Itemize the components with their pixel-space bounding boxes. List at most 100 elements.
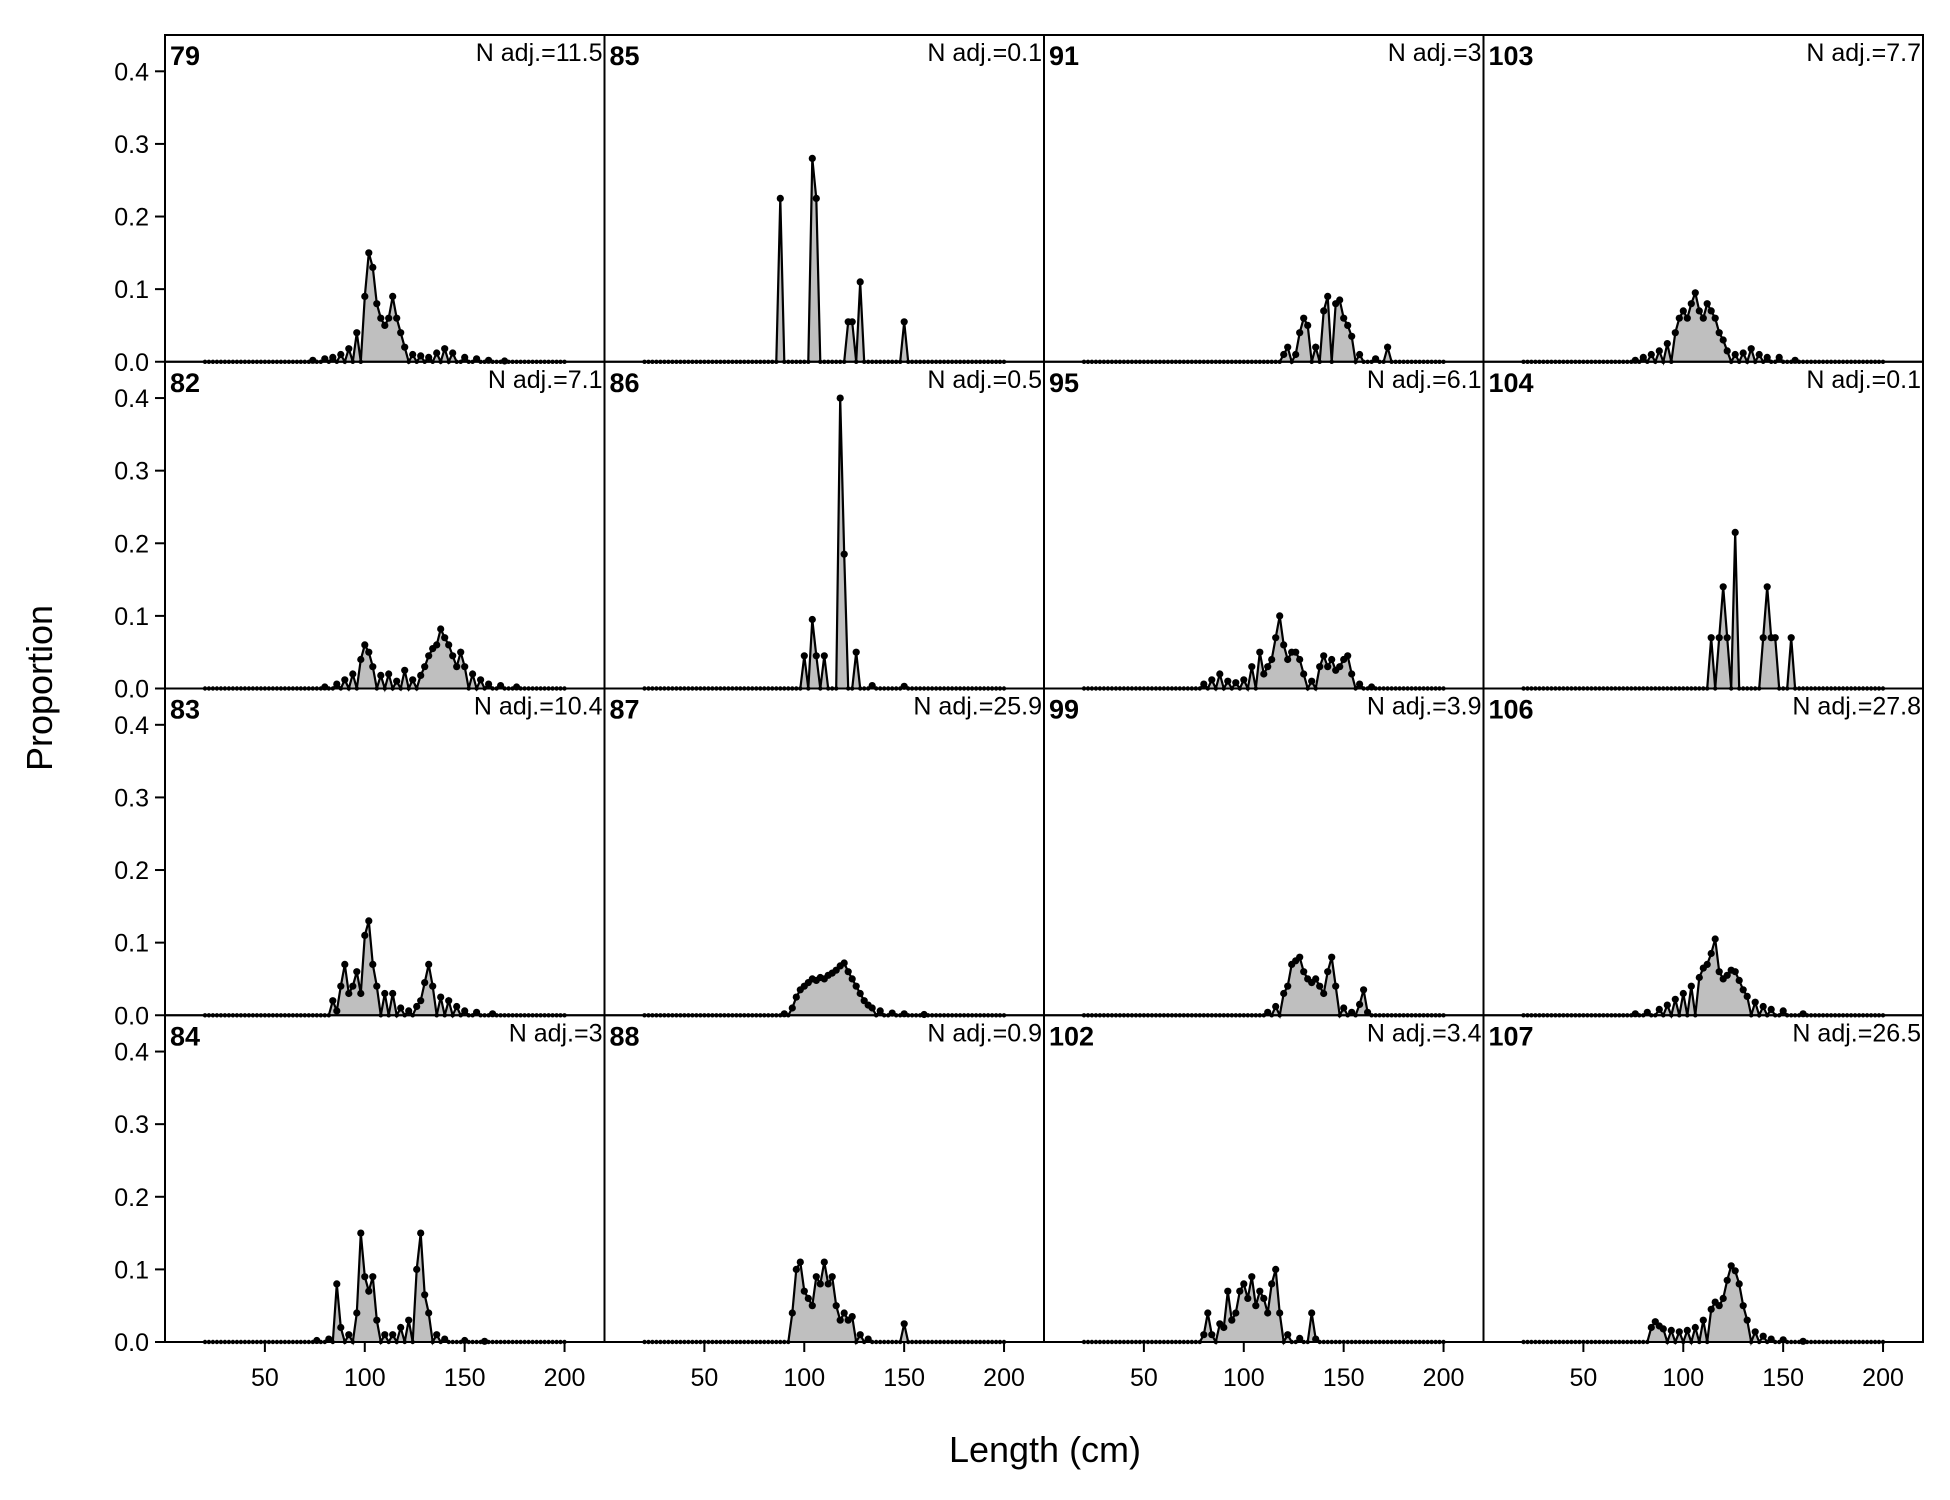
data-point — [429, 982, 437, 990]
data-point — [1715, 329, 1723, 337]
data-point — [1743, 992, 1751, 1001]
data-point — [1224, 1287, 1232, 1295]
panel-id-label: 104 — [1489, 368, 1534, 398]
data-point — [1328, 655, 1336, 664]
data-point — [369, 263, 377, 271]
data-point — [1280, 989, 1288, 998]
data-point — [1264, 663, 1272, 671]
data-point — [868, 682, 876, 690]
panel-frame — [1043, 687, 1485, 1017]
data-point — [417, 997, 425, 1005]
panel-n-label: N adj.=0.5 — [927, 366, 1042, 394]
x-tick-label: 50 — [690, 1364, 718, 1392]
data-point — [1232, 679, 1240, 687]
data-point — [1655, 347, 1663, 355]
panel-id-label: 79 — [170, 41, 200, 71]
data-point — [345, 989, 353, 998]
data-point — [1739, 349, 1747, 357]
x-tick-label: 100 — [1662, 1364, 1704, 1392]
panel-n-label: N adj.=3 — [1388, 39, 1482, 67]
data-point — [433, 1331, 441, 1339]
data-point — [1332, 982, 1340, 990]
y-axis-title: Proportion — [19, 605, 60, 771]
data-point — [1296, 655, 1304, 664]
data-point — [333, 680, 341, 688]
panel-n-label: N adj.=26.5 — [1792, 1019, 1921, 1047]
data-point — [449, 652, 457, 660]
data-point — [1719, 1294, 1727, 1302]
y-tick-label: 0.2 — [114, 857, 149, 885]
data-point — [1216, 670, 1224, 678]
data-point — [381, 321, 389, 329]
data-point — [1284, 655, 1292, 664]
data-point — [409, 676, 417, 684]
data-point — [369, 1273, 377, 1281]
data-point — [1320, 652, 1328, 660]
data-point — [1647, 350, 1655, 359]
data-point — [828, 1273, 836, 1281]
data-point — [397, 1004, 405, 1012]
panel-frame — [1043, 360, 1485, 690]
data-point — [1276, 612, 1284, 620]
data-point — [433, 349, 441, 357]
data-point — [1340, 314, 1348, 322]
data-point — [473, 1008, 481, 1016]
panel-frame — [1043, 34, 1485, 363]
area-fill — [644, 398, 1004, 689]
panel-id-label: 86 — [610, 368, 640, 398]
data-point — [1292, 648, 1300, 656]
panel-n-label: N adj.=3 — [509, 1019, 603, 1047]
area-fill — [644, 1262, 1004, 1342]
panel-id-label: 87 — [610, 695, 640, 725]
y-tick-label: 0.0 — [114, 1002, 149, 1030]
data-point — [397, 1323, 405, 1332]
data-point — [341, 676, 349, 684]
panel-79: 79 N adj.=11.5 — [164, 34, 606, 365]
x-tick-label: 200 — [1423, 1364, 1465, 1392]
data-point — [808, 615, 816, 624]
data-point — [373, 1316, 381, 1324]
data-point — [840, 550, 848, 558]
data-point — [1312, 975, 1320, 983]
data-point — [425, 353, 433, 361]
data-point — [1759, 1332, 1767, 1340]
data-point — [437, 625, 445, 633]
panel-frame — [1043, 1014, 1485, 1343]
data-point — [433, 641, 441, 649]
data-point — [1711, 935, 1719, 943]
data-point — [864, 1335, 872, 1343]
data-point — [425, 652, 433, 660]
y-tick-label: 0.4 — [114, 385, 149, 413]
data-point — [1372, 355, 1380, 363]
data-point — [405, 1007, 413, 1015]
data-point — [1683, 314, 1691, 322]
area-fill — [1084, 615, 1444, 689]
data-point — [852, 648, 860, 656]
panel-107: 107 N adj.=26.5 — [1482, 1014, 1924, 1346]
series-line — [205, 625, 565, 693]
x-tick-label: 200 — [544, 1364, 586, 1392]
data-point — [1300, 670, 1308, 678]
area-fill — [644, 963, 1004, 1016]
data-point — [1260, 1294, 1268, 1302]
data-point — [1236, 1287, 1244, 1295]
data-point — [1356, 680, 1364, 688]
data-point — [1763, 583, 1771, 591]
area-fill — [1084, 1269, 1444, 1342]
panel-frame — [164, 360, 606, 690]
data-point — [393, 677, 401, 685]
panel-n-label: N adj.=3.4 — [1367, 1019, 1482, 1047]
data-point — [832, 1302, 840, 1310]
data-point — [1671, 329, 1679, 337]
data-point — [1727, 1262, 1735, 1270]
data-point — [1695, 307, 1703, 315]
data-point — [1723, 971, 1731, 979]
data-point — [421, 979, 429, 987]
data-point — [401, 666, 409, 674]
panel-frame — [603, 34, 1045, 363]
series-line — [1084, 955, 1444, 1019]
data-point — [856, 278, 864, 286]
data-point — [1300, 968, 1308, 976]
panel-95: 95 N adj.=6.1 — [1043, 360, 1485, 693]
panel-id-label: 83 — [170, 695, 200, 725]
